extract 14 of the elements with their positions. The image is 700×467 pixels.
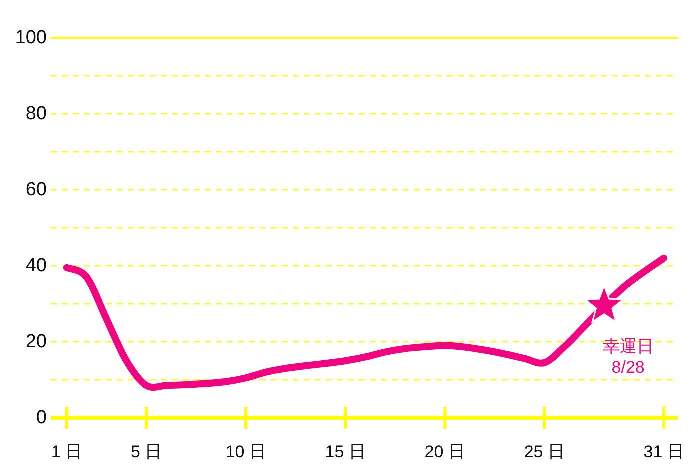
x-tick-label: 31 日 xyxy=(644,442,684,462)
x-tick-label: 25 日 xyxy=(524,442,565,462)
y-tick-label: 40 xyxy=(26,256,47,276)
x-tick-label: 20 日 xyxy=(424,442,466,462)
y-tick-label: 20 xyxy=(26,332,47,352)
x-tick-label: 10 日 xyxy=(226,442,266,462)
y-tick-label: 100 xyxy=(15,28,47,48)
x-tick-label: 15 日 xyxy=(325,442,366,462)
x-tick-label: 1 日 xyxy=(51,442,83,462)
y-tick-label: 80 xyxy=(26,104,47,124)
y-tick-label: 0 xyxy=(36,408,47,428)
annotation: 幸運日 8/28 xyxy=(602,336,654,377)
y-tick-label: 60 xyxy=(26,180,47,200)
x-tick-label: 5 日 xyxy=(130,442,162,462)
